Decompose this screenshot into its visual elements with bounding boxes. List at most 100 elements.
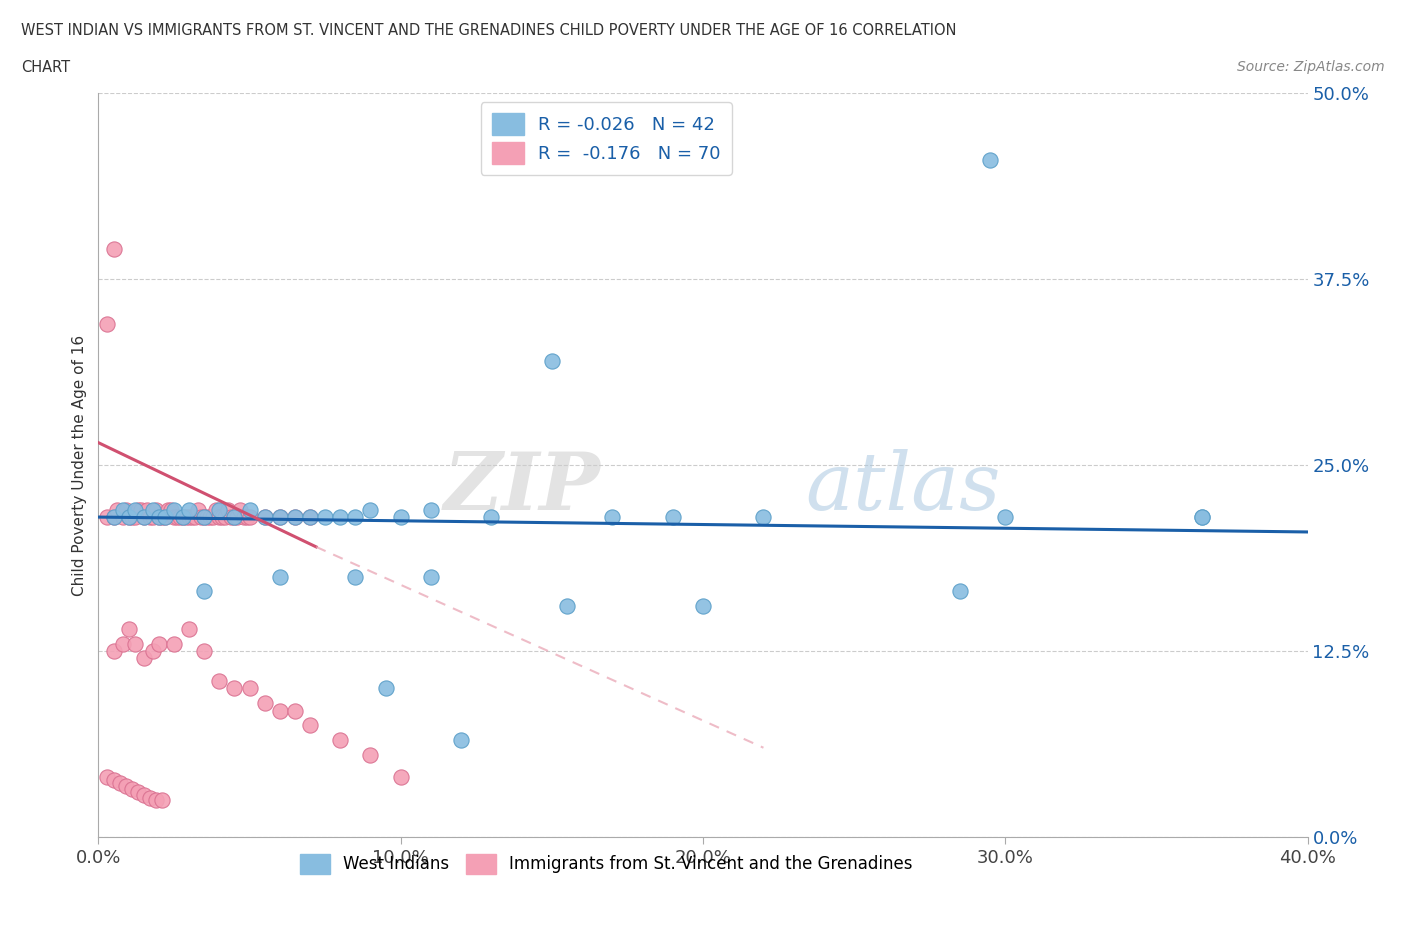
Point bbox=[450, 733, 472, 748]
Point bbox=[344, 510, 367, 525]
Point bbox=[187, 502, 209, 517]
Point bbox=[208, 510, 231, 525]
Point bbox=[299, 718, 322, 733]
Point bbox=[994, 510, 1017, 525]
Point bbox=[481, 510, 503, 525]
Point bbox=[1191, 510, 1213, 525]
Point bbox=[269, 703, 291, 718]
Point bbox=[145, 792, 167, 807]
Point bbox=[103, 644, 125, 658]
Point bbox=[111, 636, 134, 651]
Point bbox=[184, 510, 207, 525]
Point bbox=[160, 502, 183, 517]
Point bbox=[172, 510, 194, 525]
Point bbox=[142, 510, 165, 525]
Point bbox=[284, 510, 307, 525]
Point bbox=[148, 636, 170, 651]
Point bbox=[195, 510, 218, 525]
Point bbox=[172, 510, 194, 525]
Point bbox=[211, 510, 233, 525]
Point bbox=[142, 644, 165, 658]
Point bbox=[193, 644, 215, 658]
Point bbox=[121, 510, 143, 525]
Point bbox=[163, 510, 186, 525]
Point bbox=[329, 510, 352, 525]
Point bbox=[139, 790, 162, 805]
Point bbox=[190, 510, 212, 525]
Point bbox=[253, 696, 276, 711]
Point bbox=[142, 502, 165, 517]
Point bbox=[103, 510, 125, 525]
Point bbox=[169, 510, 191, 525]
Point bbox=[202, 510, 225, 525]
Point bbox=[269, 569, 291, 584]
Point bbox=[420, 502, 443, 517]
Point bbox=[127, 502, 149, 517]
Point bbox=[239, 510, 262, 525]
Point bbox=[235, 510, 257, 525]
Point bbox=[299, 510, 322, 525]
Point bbox=[111, 502, 134, 517]
Point bbox=[193, 584, 215, 599]
Point bbox=[224, 681, 246, 696]
Legend: West Indians, Immigrants from St. Vincent and the Grenadines: West Indians, Immigrants from St. Vincen… bbox=[292, 847, 920, 881]
Point bbox=[103, 773, 125, 788]
Point bbox=[163, 636, 186, 651]
Point bbox=[979, 153, 1001, 167]
Point bbox=[389, 510, 412, 525]
Point bbox=[208, 673, 231, 688]
Point bbox=[153, 510, 176, 525]
Point bbox=[135, 502, 157, 517]
Point bbox=[232, 510, 254, 525]
Point bbox=[284, 703, 307, 718]
Point bbox=[229, 502, 252, 517]
Point bbox=[124, 510, 146, 525]
Point bbox=[217, 502, 239, 517]
Point bbox=[239, 502, 262, 517]
Point bbox=[329, 733, 352, 748]
Point bbox=[269, 510, 291, 525]
Point bbox=[389, 770, 412, 785]
Point bbox=[1191, 510, 1213, 525]
Point bbox=[118, 510, 141, 525]
Point bbox=[208, 502, 231, 517]
Point bbox=[174, 510, 197, 525]
Point bbox=[132, 510, 155, 525]
Point bbox=[344, 569, 367, 584]
Point bbox=[224, 510, 246, 525]
Point bbox=[555, 599, 578, 614]
Point bbox=[253, 510, 276, 525]
Point bbox=[299, 510, 322, 525]
Point bbox=[118, 510, 141, 525]
Point bbox=[224, 510, 246, 525]
Point bbox=[114, 779, 136, 794]
Point bbox=[96, 770, 118, 785]
Point bbox=[692, 599, 714, 614]
Text: WEST INDIAN VS IMMIGRANTS FROM ST. VINCENT AND THE GRENADINES CHILD POVERTY UNDE: WEST INDIAN VS IMMIGRANTS FROM ST. VINCE… bbox=[21, 23, 956, 38]
Point bbox=[145, 502, 167, 517]
Point bbox=[949, 584, 972, 599]
Point bbox=[148, 510, 170, 525]
Point bbox=[103, 510, 125, 525]
Point bbox=[96, 510, 118, 525]
Point bbox=[360, 748, 382, 763]
Point bbox=[221, 510, 243, 525]
Point bbox=[150, 792, 173, 807]
Point bbox=[118, 621, 141, 636]
Point bbox=[214, 510, 236, 525]
Point bbox=[148, 510, 170, 525]
Point bbox=[150, 510, 173, 525]
Point bbox=[602, 510, 624, 525]
Point bbox=[179, 621, 201, 636]
Text: Source: ZipAtlas.com: Source: ZipAtlas.com bbox=[1237, 60, 1385, 74]
Point bbox=[179, 510, 201, 525]
Point bbox=[96, 316, 118, 331]
Point bbox=[163, 502, 186, 517]
Point bbox=[374, 681, 396, 696]
Point bbox=[111, 510, 134, 525]
Point bbox=[166, 510, 188, 525]
Point bbox=[132, 651, 155, 666]
Point bbox=[156, 502, 179, 517]
Point bbox=[269, 510, 291, 525]
Text: CHART: CHART bbox=[21, 60, 70, 75]
